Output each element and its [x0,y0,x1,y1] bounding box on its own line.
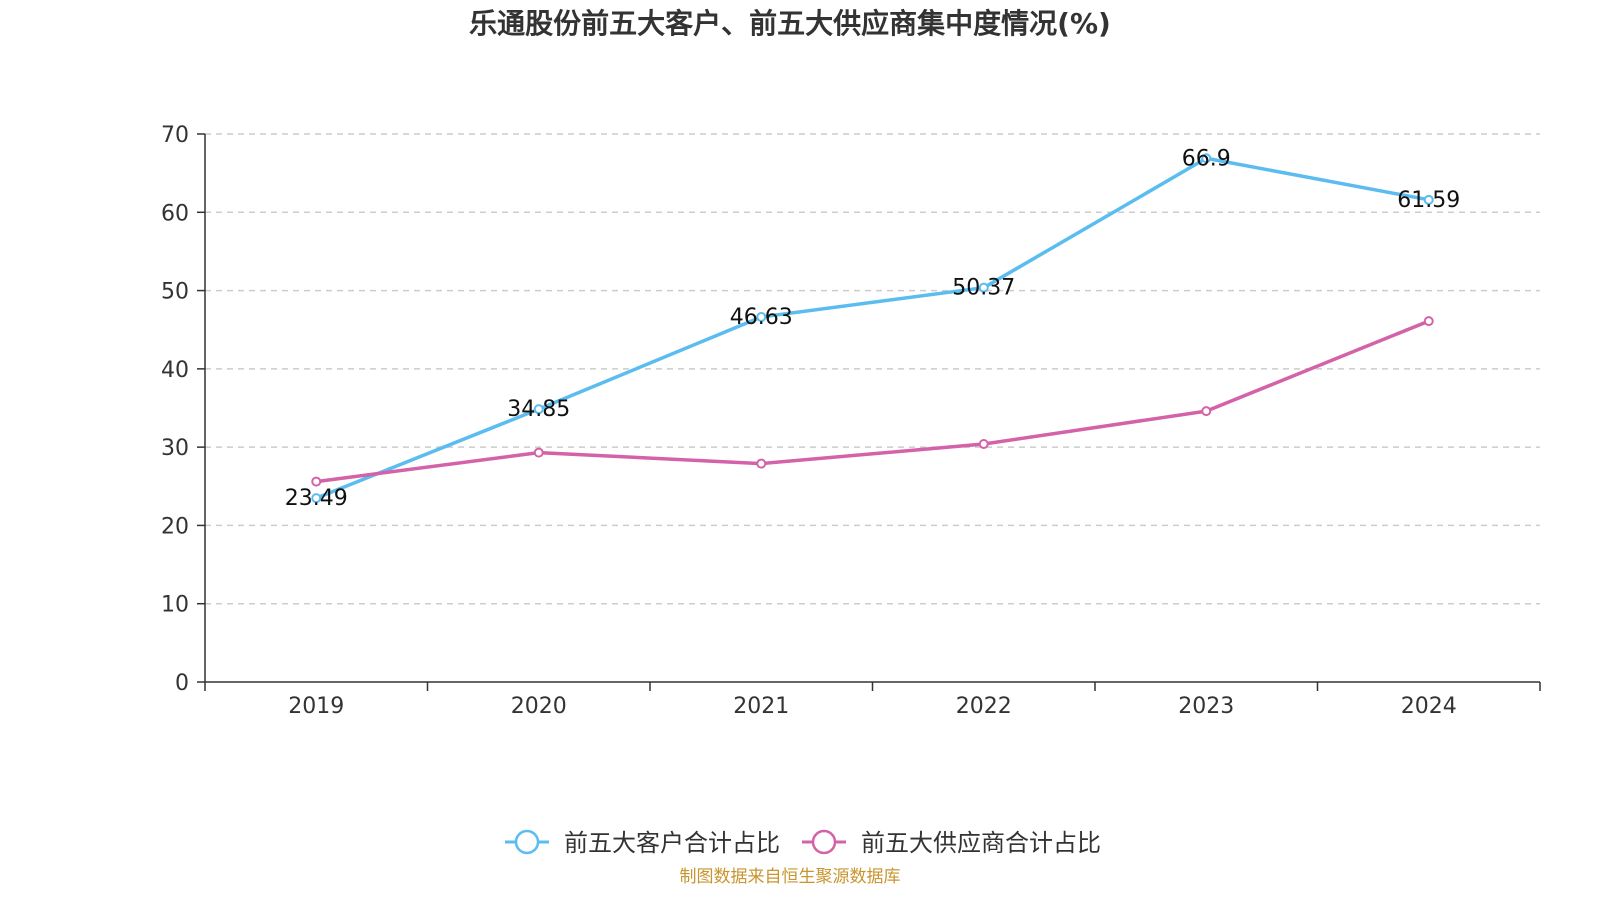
data-point [533,404,544,415]
grid-lines [205,133,1540,605]
x-tick-label: 2019 [288,694,344,719]
legend-item-1: 前五大客户合计占比 [505,829,780,857]
data-label: 50.37 [952,276,1015,301]
axes: 0 10 20 30 40 50 60 70 2019 2020 2021 2022 2023 2024 [161,123,1541,719]
data-point [978,439,989,450]
legend-label: 前五大客户合计占比 [564,829,780,857]
series-line-2 [316,319,1430,484]
series-line-1 [315,156,1430,500]
y-tick-label: 60 [161,201,189,226]
legend-item-2: 前五大供应商合计占比 [802,829,1101,857]
data-label: 46.63 [730,305,793,330]
data-point [533,447,544,458]
data-point [311,493,322,504]
x-tick-label: 2023 [1178,694,1234,719]
legend-marker-icon [811,829,837,855]
data-label: 66.9 [1182,146,1231,171]
data-point [311,476,322,487]
data-label: 23.49 [285,486,348,511]
series-layer [311,153,1434,504]
data-point [756,458,767,469]
data-point [756,311,767,322]
source-note: 制图数据来自恒生聚源数据库 [680,867,901,887]
data-label: 61.59 [1397,188,1460,213]
x-tick-label: 2024 [1401,694,1457,719]
y-tick-label: 50 [161,280,189,305]
y-tick-label: 40 [161,358,189,383]
data-point [1201,153,1212,164]
y-tick-label: 70 [161,123,189,148]
legend-label: 前五大供应商合计占比 [861,829,1101,857]
chart-title: 乐通股份前五大客户、前五大供应商集中度情况(%) [469,7,1111,40]
data-point [1201,406,1212,417]
y-tick-label: 30 [161,436,189,461]
data-point [1423,194,1434,205]
y-tick-label: 20 [161,514,189,539]
data-point [978,282,989,293]
data-labels: 23.49 34.85 46.63 50.37 66.9 61.59 [285,146,1460,511]
legend-marker-icon [514,829,540,855]
legend: 前五大客户合计占比 前五大供应商合计占比 [505,829,1101,857]
y-tick-label: 10 [161,593,189,618]
data-point [1423,316,1434,327]
x-tick-label: 2022 [956,694,1012,719]
x-tick-label: 2020 [511,694,567,719]
data-label: 34.85 [507,397,570,422]
x-tick-label: 2021 [733,694,789,719]
y-tick-label: 0 [175,671,189,696]
